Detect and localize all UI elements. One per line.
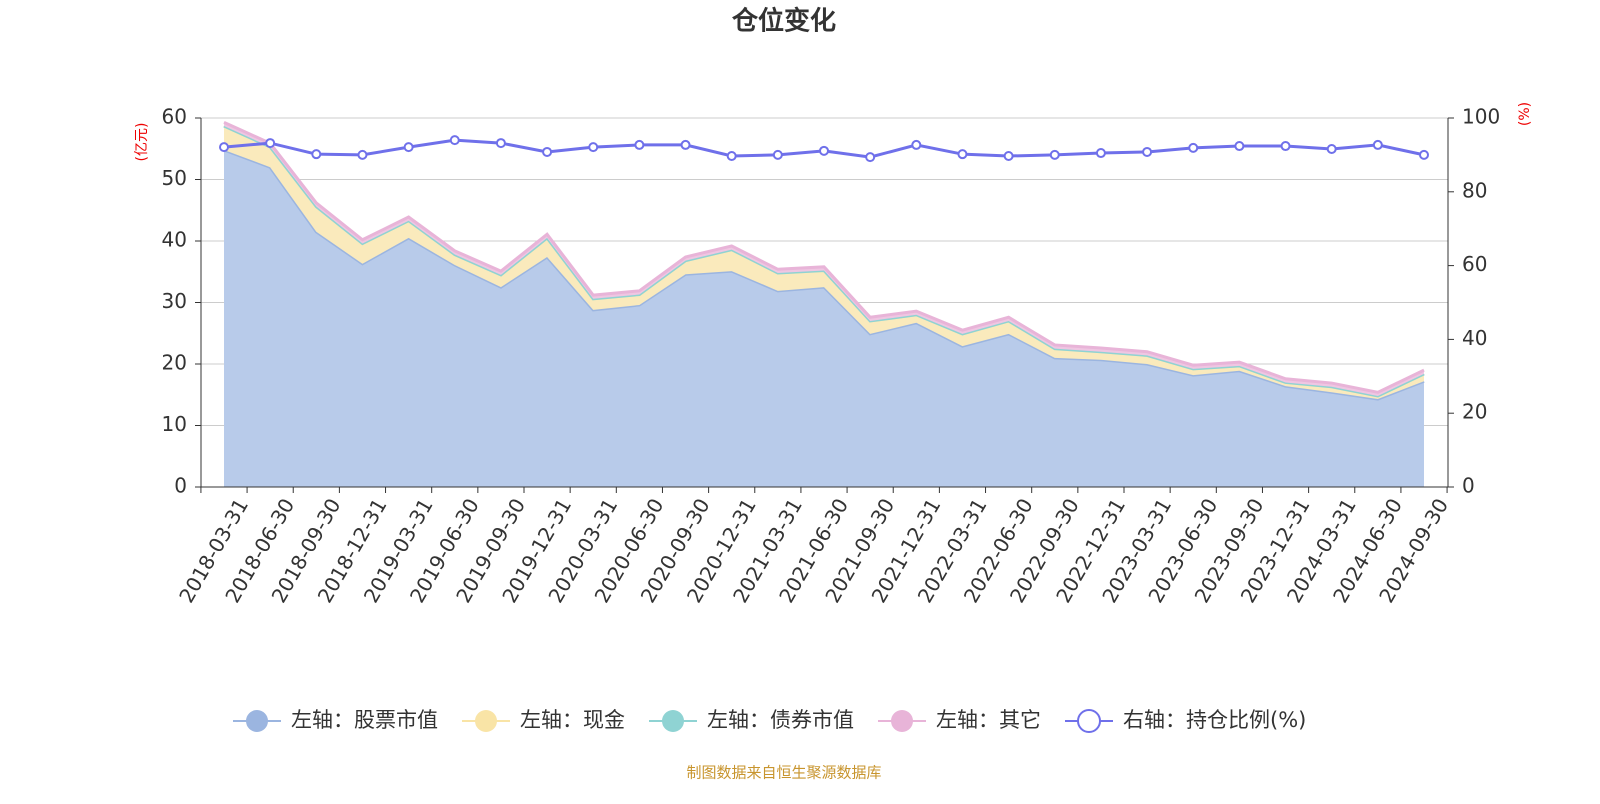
line-point xyxy=(403,142,414,153)
line-point xyxy=(865,152,876,163)
legend-label: 左轴：其它 xyxy=(936,708,1041,732)
legend-label: 左轴：股票市值 xyxy=(291,708,438,732)
y-tick-label: 40 xyxy=(162,228,187,252)
line-point xyxy=(1095,148,1106,159)
line-point xyxy=(1049,149,1060,160)
legend-marker xyxy=(246,710,268,732)
line-point xyxy=(449,135,460,146)
line-point xyxy=(957,149,968,160)
line-point xyxy=(634,139,645,150)
line-point xyxy=(726,151,737,162)
line-point xyxy=(542,146,553,157)
line-point xyxy=(819,145,829,156)
line-point xyxy=(588,142,599,153)
legend-marker xyxy=(475,710,497,732)
y2-tick-label: 20 xyxy=(1462,400,1487,424)
legend-label: 左轴：现金 xyxy=(520,708,625,732)
area-fill xyxy=(224,149,1424,488)
y-tick-label: 50 xyxy=(162,166,187,190)
y-tick-label: 10 xyxy=(162,412,187,436)
legend-marker xyxy=(891,710,913,732)
y-tick-label: 60 xyxy=(162,105,187,129)
line-point xyxy=(1372,139,1383,150)
legend-label: 左轴：债券市值 xyxy=(707,708,854,732)
line-point xyxy=(219,142,229,153)
line-point xyxy=(495,138,506,149)
line-point xyxy=(911,139,922,150)
area-fill xyxy=(224,125,1424,400)
y2-axis-label: (%) xyxy=(1517,102,1533,126)
source-note: 制图数据来自恒生聚源数据库 xyxy=(686,764,881,782)
y2-tick-label: 40 xyxy=(1462,326,1487,350)
legend: 左轴：股票市值 左轴：现金 左轴：债券市值 左轴：其它 右轴：持仓比例(%) xyxy=(233,708,1306,733)
y2-tick-label: 60 xyxy=(1462,252,1487,276)
line-point xyxy=(265,138,276,149)
line-point xyxy=(1326,143,1337,154)
y-tick-label: 30 xyxy=(162,289,187,313)
legend-marker xyxy=(1077,709,1101,733)
line-point xyxy=(311,149,322,160)
y2-tick-label: 0 xyxy=(1462,474,1475,498)
y2-tick-label: 80 xyxy=(1462,178,1487,202)
y-tick-label: 20 xyxy=(162,351,187,375)
line-point xyxy=(357,149,368,160)
area-line xyxy=(223,120,1425,394)
y2-tick-label: 100 xyxy=(1462,105,1500,129)
y-tick-label: 0 xyxy=(174,474,187,498)
line-point xyxy=(1280,141,1291,152)
legend-marker xyxy=(662,710,684,732)
line-point xyxy=(1419,149,1429,160)
line-point xyxy=(1234,141,1245,152)
line-point xyxy=(772,149,783,160)
line-point xyxy=(680,139,691,150)
line-point xyxy=(1188,142,1199,153)
y-axis-label: (亿元) xyxy=(134,123,150,162)
chart-title: 仓位变化 xyxy=(731,6,836,37)
line-point xyxy=(1142,146,1153,157)
legend-label: 右轴：持仓比例(%) xyxy=(1123,708,1306,732)
line-point xyxy=(1003,151,1014,162)
